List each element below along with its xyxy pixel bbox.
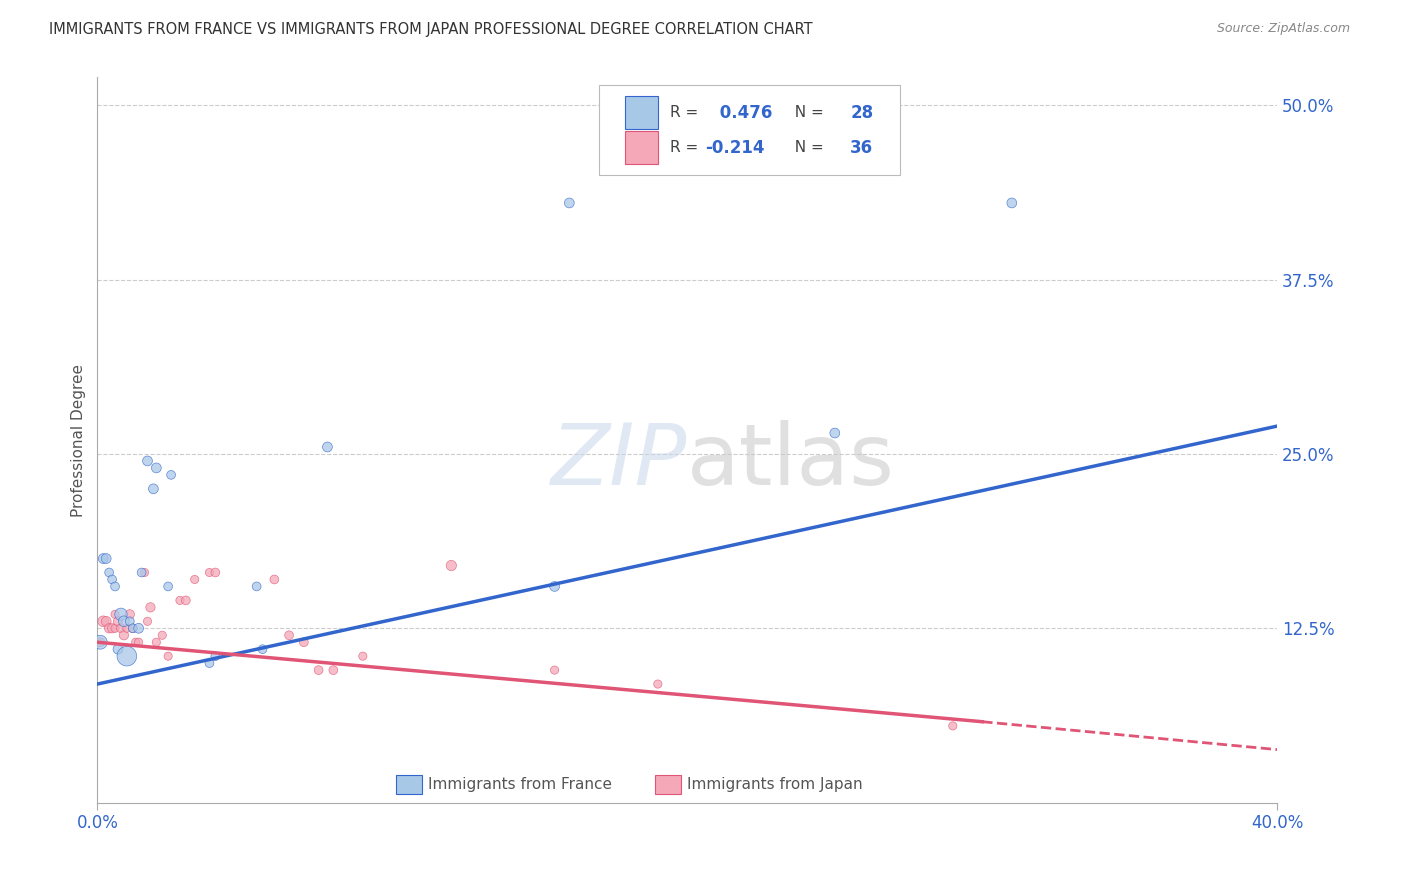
- Point: [150, 628, 173, 642]
- Text: Immigrants from France: Immigrants from France: [427, 777, 612, 792]
- Point: [204, 566, 226, 580]
- Point: [89, 635, 111, 649]
- Text: atlas: atlas: [688, 420, 896, 503]
- Point: [543, 663, 565, 677]
- Text: 36: 36: [851, 138, 873, 156]
- Point: [142, 482, 165, 496]
- Point: [91, 551, 114, 566]
- Point: [157, 649, 180, 664]
- Text: 28: 28: [851, 103, 873, 121]
- Point: [110, 621, 132, 635]
- Point: [118, 615, 141, 629]
- Point: [136, 454, 159, 468]
- Text: R =: R =: [669, 140, 703, 155]
- Point: [121, 621, 143, 635]
- Point: [112, 615, 135, 629]
- Text: Source: ZipAtlas.com: Source: ZipAtlas.com: [1216, 22, 1350, 36]
- Point: [824, 425, 846, 440]
- Point: [112, 628, 135, 642]
- Point: [558, 196, 581, 211]
- Point: [316, 440, 339, 454]
- Point: [104, 579, 127, 593]
- Point: [292, 635, 315, 649]
- Point: [96, 551, 118, 566]
- Text: N =: N =: [785, 140, 830, 155]
- Text: R =: R =: [669, 105, 703, 120]
- Point: [322, 663, 344, 677]
- Point: [352, 649, 374, 664]
- Point: [198, 656, 221, 670]
- Point: [157, 579, 180, 593]
- Point: [647, 677, 669, 691]
- Point: [118, 607, 141, 622]
- FancyBboxPatch shape: [599, 85, 900, 176]
- Point: [942, 719, 965, 733]
- Point: [136, 615, 159, 629]
- Point: [115, 621, 138, 635]
- Point: [104, 607, 127, 622]
- Text: ZIP: ZIP: [551, 420, 688, 503]
- Point: [134, 566, 156, 580]
- Point: [198, 566, 221, 580]
- Point: [204, 649, 226, 664]
- FancyBboxPatch shape: [624, 96, 658, 128]
- Point: [128, 621, 150, 635]
- Text: Immigrants from Japan: Immigrants from Japan: [688, 777, 863, 792]
- Point: [308, 663, 330, 677]
- Point: [543, 579, 565, 593]
- Text: N =: N =: [785, 105, 830, 120]
- Point: [440, 558, 463, 573]
- FancyBboxPatch shape: [655, 775, 682, 794]
- Point: [98, 621, 121, 635]
- Point: [104, 621, 127, 635]
- Point: [89, 635, 111, 649]
- Point: [252, 642, 274, 657]
- Point: [131, 566, 153, 580]
- Point: [278, 628, 301, 642]
- Point: [139, 600, 162, 615]
- Point: [107, 642, 129, 657]
- Point: [101, 621, 124, 635]
- Point: [1001, 196, 1024, 211]
- Point: [121, 621, 143, 635]
- Point: [160, 467, 183, 482]
- Point: [96, 615, 118, 629]
- Point: [91, 615, 114, 629]
- Point: [169, 593, 191, 607]
- Point: [107, 615, 129, 629]
- Point: [101, 573, 124, 587]
- Point: [110, 607, 132, 622]
- Point: [125, 635, 148, 649]
- Point: [246, 579, 269, 593]
- FancyBboxPatch shape: [624, 131, 658, 164]
- Point: [263, 573, 285, 587]
- Point: [115, 649, 138, 664]
- FancyBboxPatch shape: [396, 775, 422, 794]
- Point: [174, 593, 197, 607]
- Point: [183, 573, 205, 587]
- Text: 0.476: 0.476: [714, 103, 773, 121]
- Text: -0.214: -0.214: [704, 138, 765, 156]
- Point: [145, 635, 167, 649]
- Text: IMMIGRANTS FROM FRANCE VS IMMIGRANTS FROM JAPAN PROFESSIONAL DEGREE CORRELATION : IMMIGRANTS FROM FRANCE VS IMMIGRANTS FRO…: [49, 22, 813, 37]
- Point: [98, 566, 121, 580]
- Y-axis label: Professional Degree: Professional Degree: [72, 364, 86, 516]
- Point: [145, 461, 167, 475]
- Point: [128, 635, 150, 649]
